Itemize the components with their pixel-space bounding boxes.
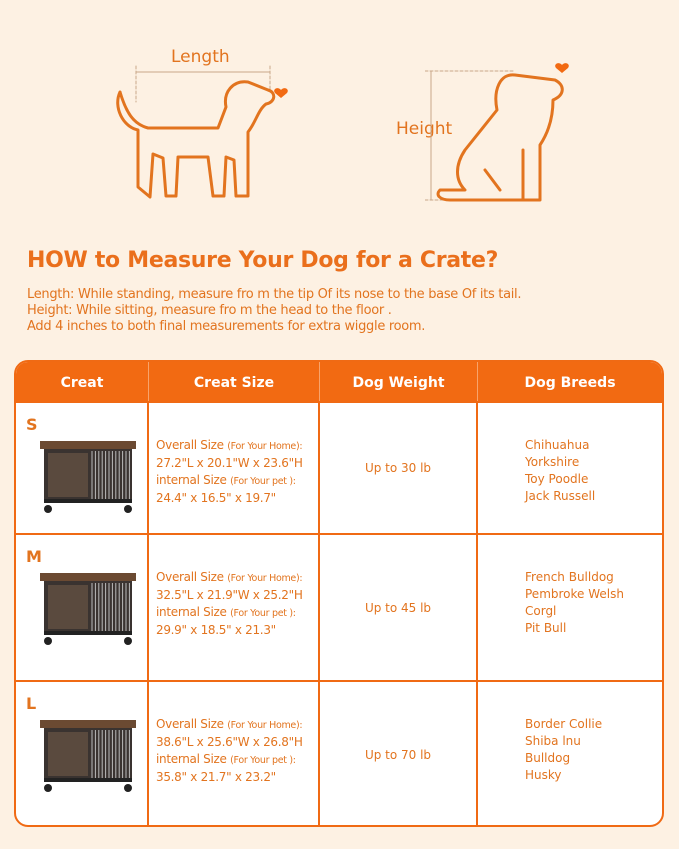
dog-weight: Up to 30 lb xyxy=(364,461,432,475)
size-table: Creat Creat Size Dog Weight Dog Breeds S… xyxy=(14,360,664,827)
header-creat-size: Creat Size xyxy=(149,362,320,403)
breeds-cell: French Bulldog Pembroke Welsh Corgl Pit Bul… xyxy=(478,535,662,680)
header-dog-weight: Dog Weight xyxy=(320,362,478,403)
weight-cell: Up to 30 lb xyxy=(320,403,478,533)
breeds-cell: Border Collie Shiba lnu Bulldog Husky xyxy=(478,682,662,825)
breed-item: Pembroke Welsh xyxy=(525,587,624,601)
crate-image xyxy=(38,716,138,799)
internal-note: (For Your pet ): xyxy=(230,476,296,487)
overall-size: 32.5"L x 21.9"W x 25.2"H xyxy=(156,588,303,602)
internal-label: internal Size xyxy=(156,605,227,619)
crate-cell: L xyxy=(16,682,149,825)
crate-cell: M xyxy=(16,535,149,680)
internal-note: (For Your pet ): xyxy=(230,755,296,766)
breed-item: Corgl xyxy=(525,604,557,618)
breed-item: Shiba lnu xyxy=(525,734,581,748)
size-cell: Overall Size (For Your Home): 32.5"L x 2… xyxy=(149,535,320,680)
dog-weight: Up to 70 lb xyxy=(364,747,432,762)
overall-label: Overall Size xyxy=(156,717,224,731)
table-row: L Overall Size (For Your Home): 38.6"L x… xyxy=(16,680,662,825)
crate-cell: S xyxy=(16,403,149,533)
standing-dog-icon xyxy=(116,65,288,199)
instruction-height: Height: While sitting, measure fro m the… xyxy=(27,303,392,318)
table-header: Creat Creat Size Dog Weight Dog Breeds xyxy=(16,362,662,403)
overall-note: (For Your Home): xyxy=(227,573,303,584)
overall-label: Overall Size xyxy=(156,570,224,584)
breed-item: Toy Poodle xyxy=(525,472,589,486)
size-letter: M xyxy=(26,547,42,566)
internal-label: internal Size xyxy=(156,473,227,487)
overall-size: 27.2"L x 20.1"W x 23.6"H xyxy=(156,456,303,470)
internal-size: 29.9" x 18.5" x 21.3" xyxy=(156,623,276,637)
breed-item: Jack Russell xyxy=(525,489,596,503)
weight-cell: Up to 70 lb xyxy=(320,682,478,825)
internal-size: 35.8" x 21.7" x 23.2" xyxy=(156,770,276,784)
breeds-cell: Chihuahua Yorkshire Toy Poodle Jack Russell xyxy=(478,403,662,533)
sitting-dog-icon xyxy=(425,63,569,202)
instructions: Length: While standing, measure fro m th… xyxy=(27,287,522,335)
overall-note: (For Your Home): xyxy=(227,720,303,731)
overall-size: 38.6"L x 25.6"W x 26.8"H xyxy=(156,735,303,749)
overall-note: (For Your Home): xyxy=(227,441,303,452)
instruction-extra: Add 4 inches to both final measurements … xyxy=(27,319,426,334)
breed-item: Chihuahua xyxy=(525,438,590,452)
size-letter: L xyxy=(26,694,37,713)
breed-item: Bulldog xyxy=(525,751,571,765)
table-row: S Overall Size (For Your Home): 27.2"L x… xyxy=(16,401,662,533)
internal-note: (For Your pet ): xyxy=(230,608,296,619)
size-cell: Overall Size (For Your Home): 27.2"L x 2… xyxy=(149,403,320,533)
internal-size: 24.4" x 16.5" x 19.7" xyxy=(156,491,276,505)
size-letter: S xyxy=(26,415,38,434)
breed-item: Pit Bull xyxy=(525,621,567,635)
table-row: M Overall Size (For Your Home): 32.5"L x… xyxy=(16,533,662,680)
instruction-length: Length: While standing, measure fro m th… xyxy=(27,287,522,302)
dog-weight: Up to 45 lb xyxy=(364,600,432,615)
page-title: HOW to Measure Your Dog for a Crate? xyxy=(27,248,499,273)
crate-image xyxy=(38,569,138,652)
internal-label: internal Size xyxy=(156,752,227,766)
breed-item: Border Collie xyxy=(525,717,603,731)
crate-image xyxy=(38,437,138,520)
breed-item: Husky xyxy=(525,768,562,782)
weight-cell: Up to 45 lb xyxy=(320,535,478,680)
overall-label: Overall Size xyxy=(156,438,224,452)
length-label: Length xyxy=(171,47,230,67)
size-cell: Overall Size (For Your Home): 38.6"L x 2… xyxy=(149,682,320,825)
header-dog-breeds: Dog Breeds xyxy=(524,374,616,391)
breed-item: French Bulldog xyxy=(525,570,614,584)
height-label: Height xyxy=(396,119,453,139)
header-creat: Creat xyxy=(16,362,149,403)
breed-item: Yorkshire xyxy=(525,455,580,469)
